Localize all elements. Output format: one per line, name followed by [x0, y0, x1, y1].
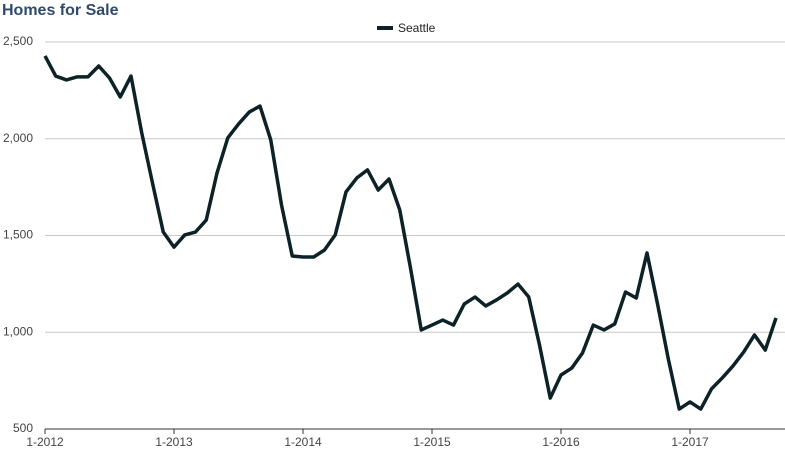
- x-tick-label: 1-2014: [284, 435, 322, 449]
- y-tick-label: 2,500: [3, 34, 33, 48]
- chart-title: Homes for Sale: [2, 2, 119, 19]
- y-tick-label: 500: [13, 421, 33, 435]
- x-tick-label: 1-2015: [413, 435, 451, 449]
- y-tick-label: 1,500: [3, 228, 33, 242]
- x-tick-label: 1-2016: [542, 435, 580, 449]
- y-tick-label: 1,000: [3, 324, 33, 338]
- legend-label: Seattle: [398, 21, 436, 35]
- x-tick-label: 1-2017: [671, 435, 709, 449]
- x-tick-label: 1-2013: [155, 435, 193, 449]
- y-tick-label: 2,000: [3, 131, 33, 145]
- line: [43, 55, 778, 411]
- x-tick-label: 1-2012: [26, 435, 64, 449]
